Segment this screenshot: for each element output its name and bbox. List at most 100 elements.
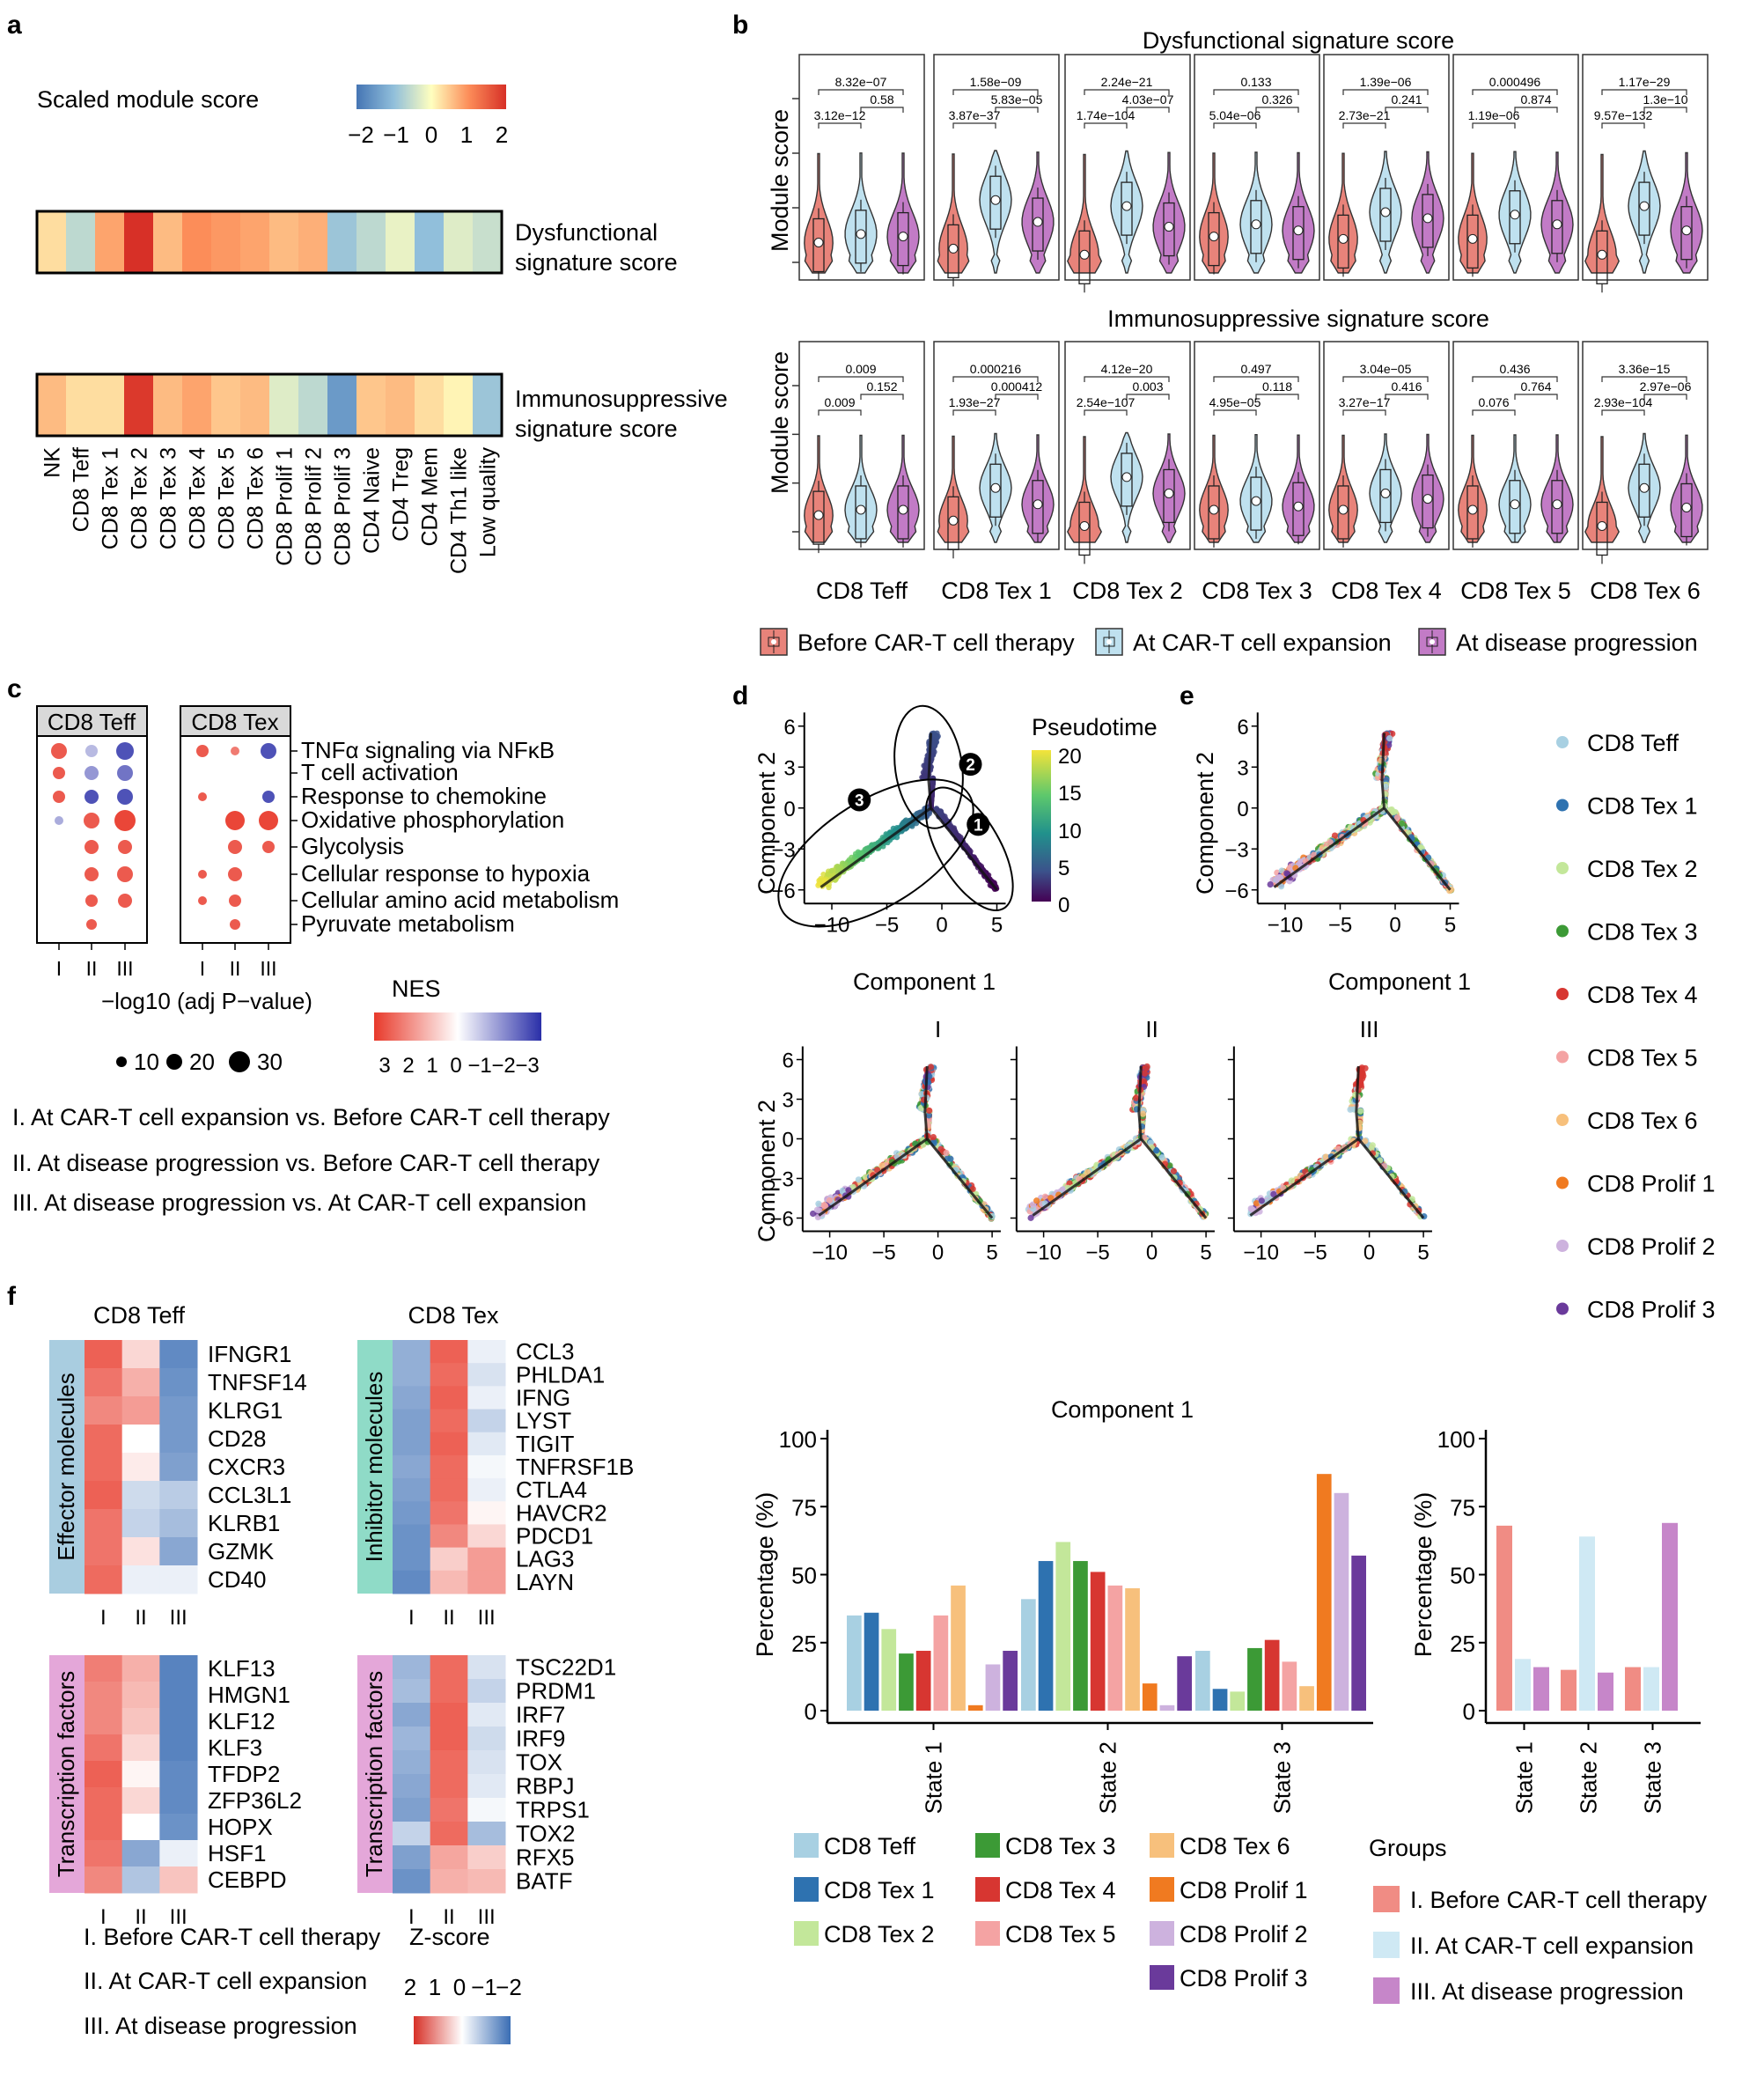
cell-point — [828, 867, 834, 874]
cell-point — [1166, 1162, 1173, 1169]
median-dot — [1681, 225, 1692, 236]
cell-point — [1322, 1153, 1329, 1160]
comparison-note: I. At CAR-T cell expansion vs. Before CA… — [12, 1104, 610, 1130]
cell-point — [1270, 1190, 1277, 1198]
violin — [886, 434, 920, 543]
p-value: 3.04e−05 — [1360, 362, 1412, 376]
p-value: 0.152 — [866, 379, 897, 394]
y-tick-label: 3 — [1237, 756, 1248, 780]
violin — [1110, 150, 1143, 274]
median-dot — [1121, 472, 1132, 482]
p-value: 0.241 — [1391, 92, 1422, 107]
bracket — [1213, 409, 1257, 416]
comparison-note: III. At disease progression vs. At CAR-T… — [12, 1189, 586, 1216]
comparison-notes: I. At CAR-T cell expansion vs. Before CA… — [12, 1104, 610, 1216]
pseudotime-tick: 0 — [1058, 894, 1069, 917]
x-tick: I — [200, 957, 205, 980]
cell-point — [1170, 1167, 1178, 1174]
trajectory-backbone — [1355, 1065, 1425, 1219]
violin — [1239, 434, 1273, 543]
state-marker — [967, 813, 990, 836]
bracket — [1084, 409, 1128, 416]
scale-title: Scaled module score — [37, 86, 259, 113]
gsea-dot — [86, 919, 97, 930]
x-tick: I — [56, 957, 62, 980]
dysfunctional-heat-row — [35, 210, 503, 275]
cell-point — [1362, 1138, 1369, 1145]
violin-panel: 8.32e−070.583.12e−12 — [792, 54, 925, 281]
x-tick-label: 5 — [1417, 1241, 1429, 1265]
violin-panels: 8.32e−070.583.12e−121.58e−095.83e−053.87… — [792, 54, 1709, 604]
p-value: 5.04e−06 — [1209, 108, 1261, 122]
facet-header-label: CD8 Teff — [48, 709, 136, 735]
size-legend-dot — [229, 1051, 250, 1072]
pseudotime-colorbar — [1032, 750, 1051, 902]
b-legend: Before CAR-T cell therapy At CAR-T cell e… — [760, 628, 1698, 656]
gsea-dot — [117, 765, 133, 781]
trajectory-backbone — [820, 806, 932, 888]
bracket — [952, 89, 1039, 95]
y-tick-label: −3 — [771, 838, 795, 862]
cell-point — [878, 1162, 886, 1169]
bracket — [1255, 107, 1299, 113]
p-value: 0.118 — [1262, 379, 1292, 394]
gsea-dot — [228, 867, 242, 881]
x-tick-label: 5 — [991, 913, 1003, 937]
cluster-label: CD8 Prolif 1 — [273, 447, 298, 566]
cluster-label: CD4 Treg — [389, 447, 414, 541]
bracket — [1643, 107, 1687, 113]
bracket — [952, 409, 996, 416]
cluster-label: CD8 Tex 3 — [157, 447, 181, 549]
violin — [1282, 151, 1315, 274]
nes-tick: 3 — [379, 1054, 390, 1078]
b-title-bottom: Immunosuppressive signature score — [1107, 306, 1489, 332]
panel-frame — [933, 54, 1060, 281]
cell-point — [925, 1112, 932, 1119]
p-value: 0.003 — [1132, 379, 1163, 394]
median-dot — [1293, 501, 1304, 512]
violin — [1067, 436, 1102, 543]
size-legend-label: 30 — [257, 1049, 283, 1075]
cell-point — [855, 1176, 862, 1183]
panel-frame — [933, 341, 1060, 550]
heat-cell — [211, 211, 240, 273]
p-value: 3.36e−15 — [1619, 362, 1671, 376]
bracket — [818, 409, 862, 416]
subpanel-title: III — [1360, 1016, 1379, 1042]
median-dot — [948, 243, 959, 254]
p-value: 0.009 — [824, 395, 855, 409]
bracket — [1342, 122, 1386, 129]
cell-point — [1276, 873, 1283, 881]
trajectory-backbone — [1273, 806, 1385, 888]
violin-xlabel: CD8 Tex 2 — [1072, 578, 1183, 604]
cell-point — [815, 1200, 822, 1207]
x-tick-label: 0 — [932, 1241, 944, 1265]
cell-point — [1153, 1147, 1160, 1154]
heat-cell — [327, 211, 356, 273]
heat-cell — [124, 211, 153, 273]
violin — [1411, 151, 1444, 274]
facet-frame — [180, 735, 291, 944]
bracket — [1126, 394, 1170, 400]
bracket — [818, 376, 904, 382]
p-value: 0.076 — [1478, 395, 1509, 409]
y-tick-label: −3 — [1224, 838, 1248, 862]
violin — [1498, 434, 1532, 543]
bracket — [952, 376, 1039, 382]
size-legend-dot — [116, 1057, 127, 1067]
pseudotime-tick: 10 — [1058, 820, 1082, 843]
cell-point — [813, 1206, 821, 1213]
gsea-dot — [118, 840, 132, 854]
cell-point — [930, 741, 937, 747]
panel-frame — [798, 54, 925, 281]
immunosuppressive-heat-row — [35, 372, 503, 438]
cell-point — [969, 1185, 976, 1193]
bracket — [1601, 89, 1687, 95]
violin — [1239, 151, 1273, 274]
y-tick-label: 0 — [783, 798, 795, 821]
